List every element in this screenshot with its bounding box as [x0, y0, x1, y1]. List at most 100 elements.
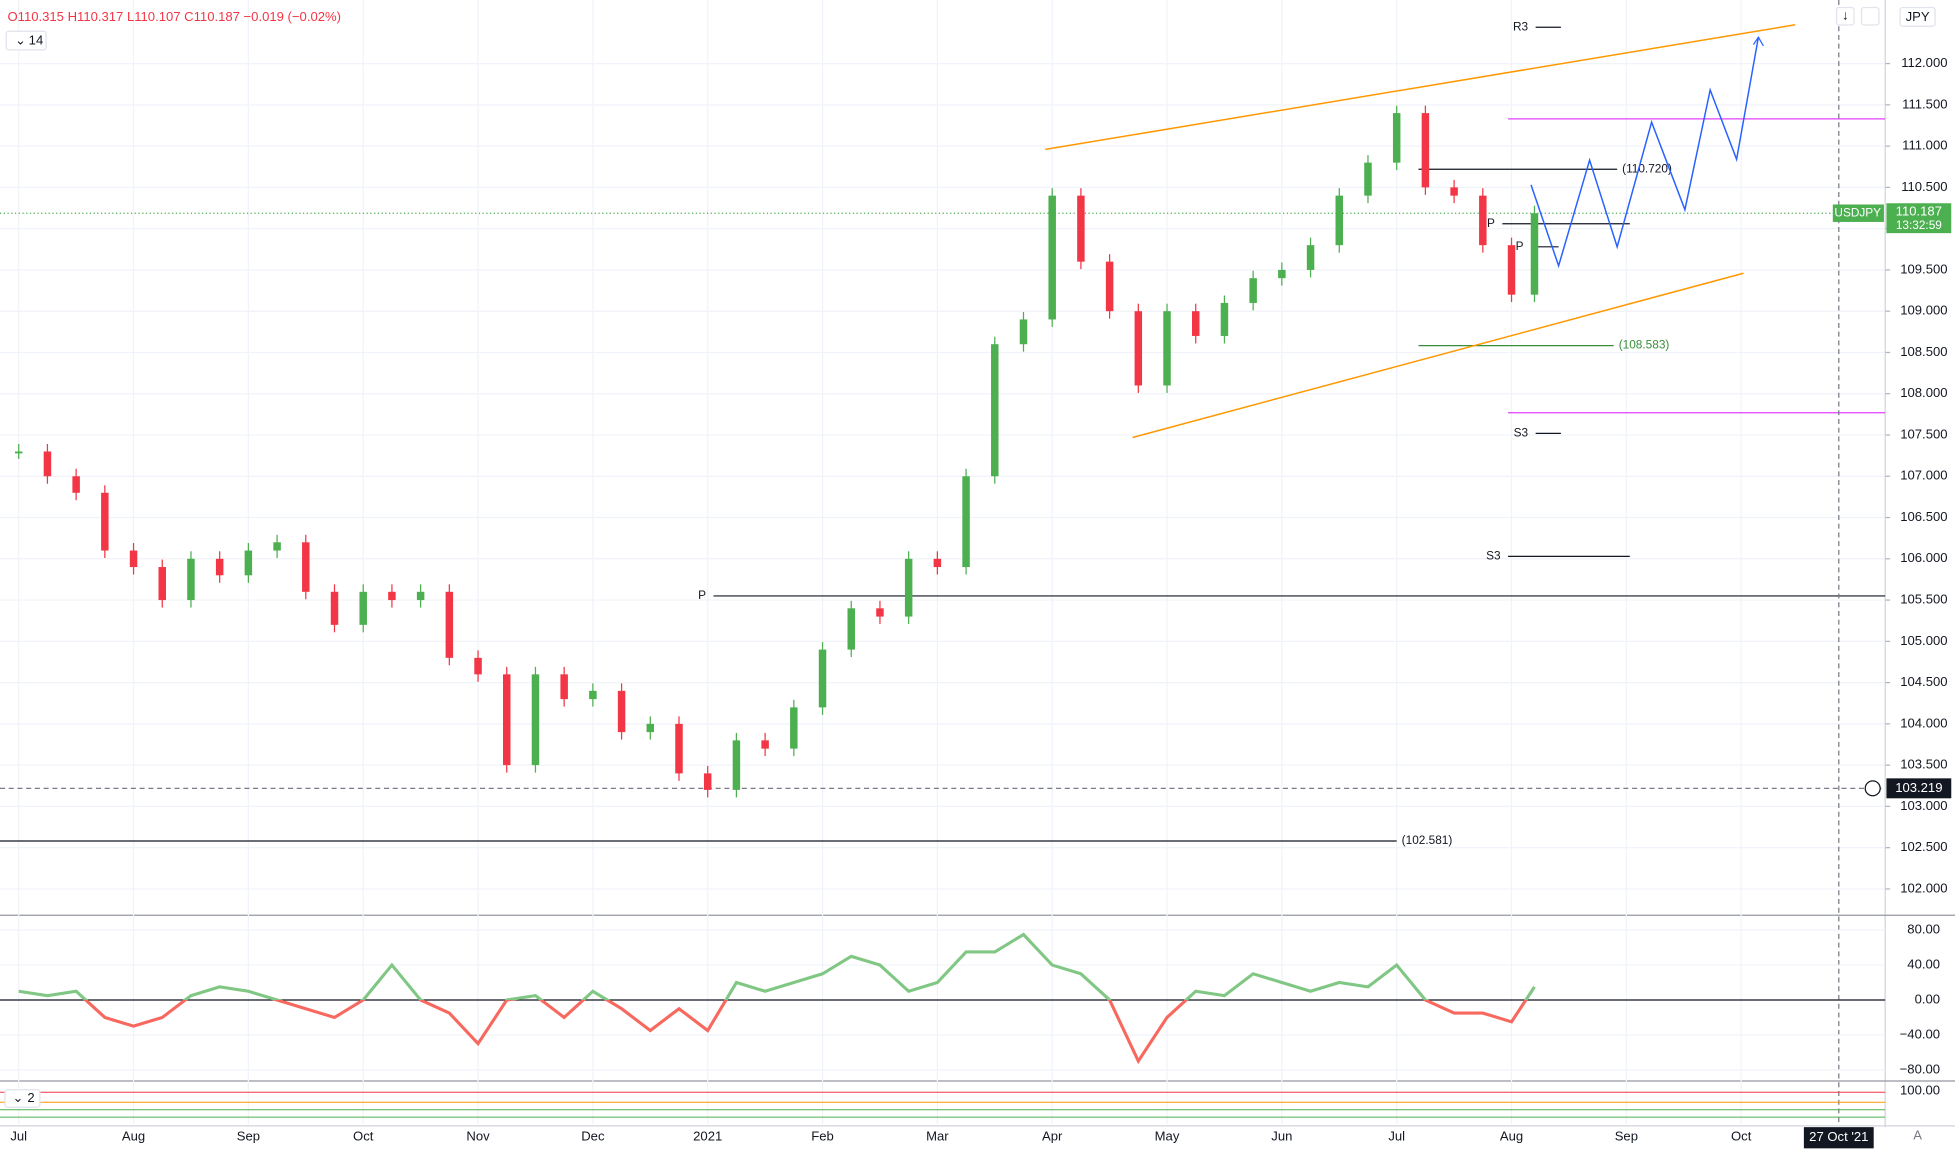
- y-tick-label: 110.500: [1901, 179, 1947, 194]
- indicator-box[interactable]: [5, 30, 47, 51]
- currency-button[interactable]: [1899, 6, 1936, 27]
- candle: [818, 649, 827, 708]
- level-label: (108.583): [1619, 338, 1670, 352]
- trendline: [1132, 272, 1744, 439]
- x-tick-label: Feb: [811, 1129, 834, 1144]
- y-tick-label: 111.500: [1902, 96, 1947, 111]
- x-tick-label: Mar: [926, 1129, 949, 1144]
- y-tick-label: 103.500: [1900, 757, 1947, 772]
- candle: [1392, 113, 1401, 163]
- candle: [933, 558, 942, 568]
- auto-scale[interactable]: A: [1913, 1127, 1922, 1142]
- x-tick-label: 2021: [693, 1129, 722, 1144]
- candle: [617, 690, 626, 733]
- y-tick-label: 107.000: [1900, 468, 1947, 483]
- crosshair-date: 27 Oct '21: [1809, 1129, 1868, 1144]
- y-tick-label: 106.000: [1900, 550, 1947, 565]
- x-tick-label: Aug: [1500, 1129, 1523, 1144]
- candle: [359, 591, 367, 625]
- x-tick-label: Aug: [122, 1129, 145, 1144]
- projection: [1530, 37, 1760, 269]
- candle: [646, 723, 655, 733]
- symbol-tag: [1832, 204, 1884, 222]
- x-tick-label: May: [1155, 1129, 1180, 1144]
- y-tick-label: 100.00: [1900, 1083, 1940, 1098]
- candle: [445, 591, 454, 658]
- candle: [1077, 195, 1085, 262]
- candle: [158, 567, 166, 601]
- x-tick-label: Dec: [581, 1129, 605, 1144]
- x-tick-label: Jun: [1271, 1129, 1292, 1144]
- crosshair-plus: [1864, 780, 1881, 797]
- y-tick-label: 103.000: [1900, 798, 1947, 813]
- indicator-length: 14: [29, 33, 44, 48]
- x-tick-label: Nov: [466, 1129, 490, 1144]
- candle: [1479, 195, 1487, 246]
- y-tick-label: 105.500: [1900, 592, 1947, 607]
- y-tick-label: 107.500: [1900, 426, 1947, 441]
- crosshair-price: 103.219: [1895, 780, 1942, 795]
- candle: [1421, 113, 1430, 188]
- level-label: (110.720): [1622, 161, 1672, 175]
- level-label: S3: [1486, 548, 1501, 562]
- candle: [589, 690, 597, 700]
- x-tick-label: Jul: [1388, 1129, 1405, 1144]
- candle: [675, 723, 683, 774]
- candle: [904, 558, 913, 617]
- level-label: P: [1487, 216, 1495, 230]
- level-label: R3: [1513, 19, 1529, 33]
- y-tick-label: 111.000: [1902, 138, 1947, 153]
- candle: [962, 476, 970, 568]
- candle: [1335, 195, 1344, 246]
- y-tick-label: 112.000: [1901, 55, 1947, 70]
- candle: [1278, 269, 1286, 279]
- y-tick-label: 106.500: [1900, 509, 1947, 524]
- y-tick-label: 108.500: [1900, 344, 1947, 359]
- x-tick-label: Sep: [237, 1129, 260, 1144]
- candle: [187, 558, 195, 601]
- crosshair-date-tag: [1803, 1127, 1874, 1149]
- last-price-label: 110.187: [1896, 203, 1942, 218]
- level-label: (102.581): [1402, 833, 1453, 847]
- price-tag: [1886, 203, 1952, 234]
- candle: [703, 773, 712, 790]
- symbol-name: USDJPY: [1834, 205, 1881, 219]
- crosshair-tag: [1886, 778, 1952, 799]
- indicator-box[interactable]: [4, 1089, 41, 1108]
- candle: [14, 451, 23, 454]
- candle: [761, 740, 769, 749]
- candle: [215, 558, 224, 576]
- scroll-button[interactable]: [1835, 6, 1855, 26]
- fullscreen-button[interactable]: [1860, 6, 1880, 26]
- y-tick-label: −40.00: [1900, 1026, 1940, 1041]
- candle: [1249, 278, 1257, 303]
- candle: [1450, 187, 1458, 196]
- level-label: S3: [1514, 425, 1529, 439]
- candle: [1134, 311, 1143, 386]
- candle: [876, 608, 884, 617]
- candle: [1105, 261, 1114, 312]
- x-tick-label: Apr: [1042, 1129, 1063, 1144]
- candle: [1530, 213, 1539, 295]
- y-tick-label: 109.500: [1900, 261, 1947, 276]
- ohlc-legend: O110.315 H110.317 L110.107 C110.187 −0.0…: [7, 9, 341, 24]
- candle: [302, 542, 310, 592]
- y-tick-label: 80.00: [1907, 922, 1940, 937]
- y-tick-label: 40.00: [1907, 957, 1940, 972]
- candle: [790, 707, 798, 749]
- y-tick-label: −80.00: [1900, 1061, 1940, 1076]
- candle: [330, 591, 339, 625]
- candle: [1048, 195, 1056, 320]
- y-tick-label: 108.000: [1900, 385, 1947, 400]
- arrow-head: [1752, 35, 1764, 47]
- x-tick-label: Oct: [1731, 1129, 1752, 1144]
- candle: [1163, 311, 1171, 386]
- y-tick-label: 102.500: [1900, 839, 1947, 854]
- level-label: P: [1516, 239, 1524, 253]
- candle: [273, 542, 281, 551]
- oscillator-line: [18, 932, 1536, 1000]
- candle: [503, 674, 511, 766]
- candle: [1306, 245, 1315, 270]
